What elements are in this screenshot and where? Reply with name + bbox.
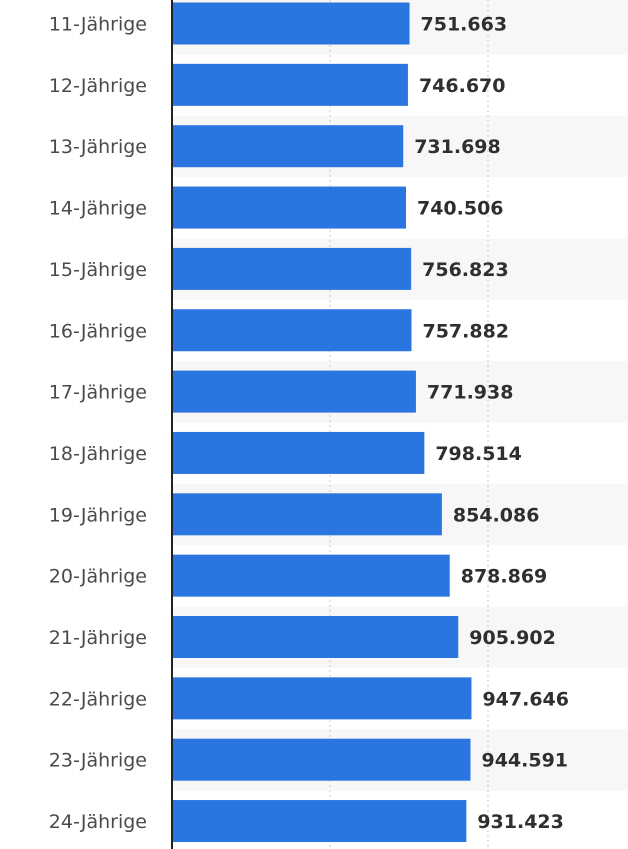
bars (172, 2, 472, 843)
category-label: 20-Jährige (49, 566, 147, 588)
category-label: 17-Jährige (49, 382, 147, 404)
bar (172, 616, 459, 658)
category-label: 19-Jährige (49, 504, 147, 526)
category-label: 12-Jährige (49, 75, 147, 97)
category-label: 14-Jährige (49, 198, 147, 220)
value-label: 756.823 (422, 259, 509, 281)
category-label: 23-Jährige (49, 750, 147, 772)
bar (172, 2, 410, 45)
bar (172, 63, 408, 106)
value-label: 931.423 (477, 811, 564, 833)
bar (172, 370, 416, 413)
category-label: 16-Jährige (49, 320, 147, 342)
bar (172, 125, 404, 168)
value-label: 746.670 (419, 75, 506, 97)
category-label: 13-Jährige (49, 136, 147, 158)
bar (172, 247, 412, 290)
category-label: 11-Jährige (49, 14, 147, 36)
category-label: 21-Jährige (49, 627, 147, 649)
category-label: 15-Jährige (49, 259, 147, 281)
bar (172, 554, 450, 597)
value-label: 944.591 (481, 750, 568, 772)
bar (172, 738, 471, 781)
value-label: 878.869 (461, 566, 548, 588)
value-label: 731.698 (414, 136, 501, 158)
category-label: 24-Jährige (49, 811, 147, 833)
value-label: 757.882 (422, 320, 509, 342)
value-label: 751.663 (421, 14, 508, 36)
bar (172, 493, 442, 536)
bar (172, 677, 472, 720)
bar (172, 800, 467, 843)
bar (172, 431, 425, 474)
bar (172, 186, 406, 229)
value-label: 740.506 (417, 198, 504, 220)
value-label: 947.646 (482, 688, 569, 710)
category-label: 18-Jährige (49, 443, 147, 465)
value-label: 905.902 (469, 627, 556, 649)
value-label: 854.086 (453, 504, 540, 526)
category-label: 22-Jährige (49, 688, 147, 710)
value-label: 771.938 (427, 382, 514, 404)
value-label: 798.514 (435, 443, 522, 465)
category-labels: 11-Jährige 12-Jährige 13-Jährige 14-Jährige… (49, 14, 147, 834)
bar (172, 309, 412, 352)
value-labels: 751.663 746.670 731.698 740.506 756.823 757.8… (414, 14, 569, 834)
